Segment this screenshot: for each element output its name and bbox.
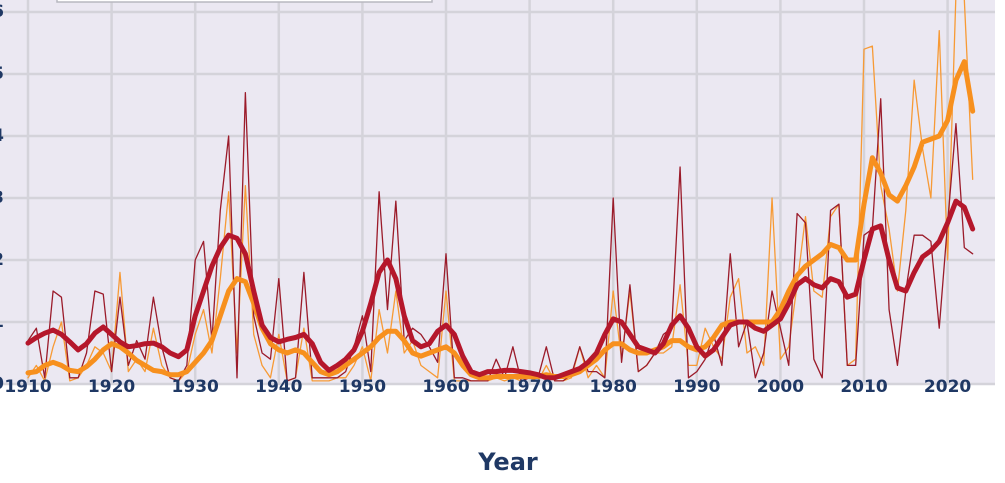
- x-tick-label: 2010: [840, 377, 887, 397]
- x-tick-label: 1950: [339, 377, 386, 397]
- x-tick-label: 1920: [88, 377, 135, 397]
- grid: [0, 0, 995, 386]
- x-tick-label: 1980: [590, 377, 637, 397]
- x-tick-label: 1970: [506, 377, 553, 397]
- y-tick-label: 5: [0, 64, 4, 84]
- series-line: [25, 59, 976, 381]
- y-tick-label: 4: [0, 126, 4, 146]
- plot-background: [0, 0, 995, 384]
- legend-box: [56, 0, 433, 3]
- y-tick-label: 1: [0, 312, 4, 332]
- x-tick-label: 1960: [422, 377, 469, 397]
- x-tick-label: 1940: [255, 377, 302, 397]
- x-tick-label: 1990: [673, 377, 720, 397]
- series-line: [25, 198, 976, 381]
- x-axis-title: Year: [477, 448, 538, 476]
- y-tick-label: 2: [0, 250, 4, 270]
- labels: 0 1 2 3 4 5 6 1910 1920 1930 1940 1950 1960 1970 1980 1…: [0, 2, 971, 397]
- y-tick-label: 0: [0, 374, 4, 394]
- x-tick-label: 2020: [924, 377, 971, 397]
- y-tick-label: 3: [0, 188, 4, 208]
- x-tick-label: 1910: [4, 377, 51, 397]
- x-tick-label: 1930: [172, 377, 219, 397]
- lines: [25, 0, 976, 382]
- x-tick-label: 2000: [757, 377, 804, 397]
- y-tick-label: 6: [0, 2, 4, 22]
